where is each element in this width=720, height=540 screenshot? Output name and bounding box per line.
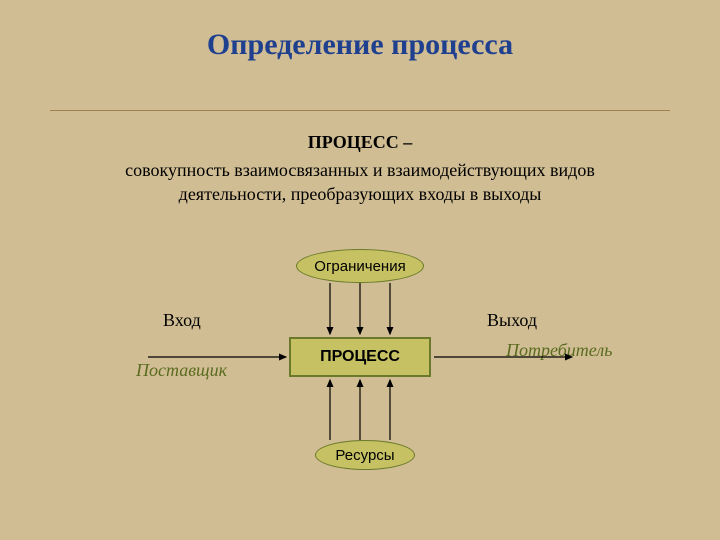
slide-title: Определение процесса	[0, 28, 720, 62]
resources-ellipse: Ресурсы	[315, 440, 415, 470]
resources-label: Ресурсы	[335, 447, 394, 464]
input-label: Вход	[163, 310, 201, 331]
output-label: Выход	[487, 310, 537, 331]
process-box: ПРОЦЕСС	[289, 337, 431, 377]
supplier-label: Поставщик	[136, 360, 227, 381]
definition-heading: ПРОЦЕСС –	[0, 132, 720, 153]
constraints-ellipse: Ограничения	[296, 249, 424, 283]
consumer-label: Потребитель	[506, 340, 612, 361]
slide: Определение процесса ПРОЦЕСС – совокупно…	[0, 0, 720, 540]
definition-body: совокупность взаимосвязанных и взаимодей…	[90, 158, 630, 207]
divider	[50, 110, 670, 111]
constraints-label: Ограничения	[314, 258, 405, 275]
process-label: ПРОЦЕСС	[320, 348, 400, 366]
